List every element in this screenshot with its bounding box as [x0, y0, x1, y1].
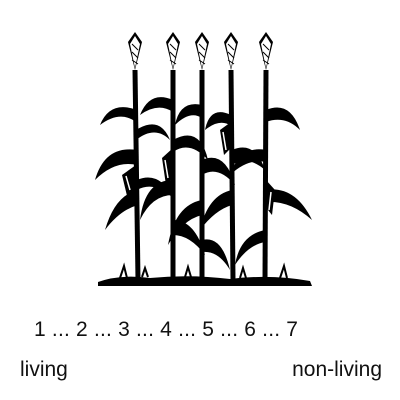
corn-stalk-3: [168, 32, 235, 280]
scale-numbers: 1 ... 2 ... 3 ... 4 ... 5 ... 6 ... 7: [34, 318, 298, 342]
corn-stalk-1: [95, 32, 175, 280]
living-label: living: [20, 358, 68, 382]
non-living-label: non-living: [292, 358, 382, 382]
corn-stalk-2: [140, 32, 208, 280]
corn-stalk-5: [230, 32, 312, 280]
living-scale: 1 ... 2 ... 3 ... 4 ... 5 ... 6 ... 7 li…: [0, 318, 400, 388]
corn-plants-illustration: [90, 30, 320, 290]
